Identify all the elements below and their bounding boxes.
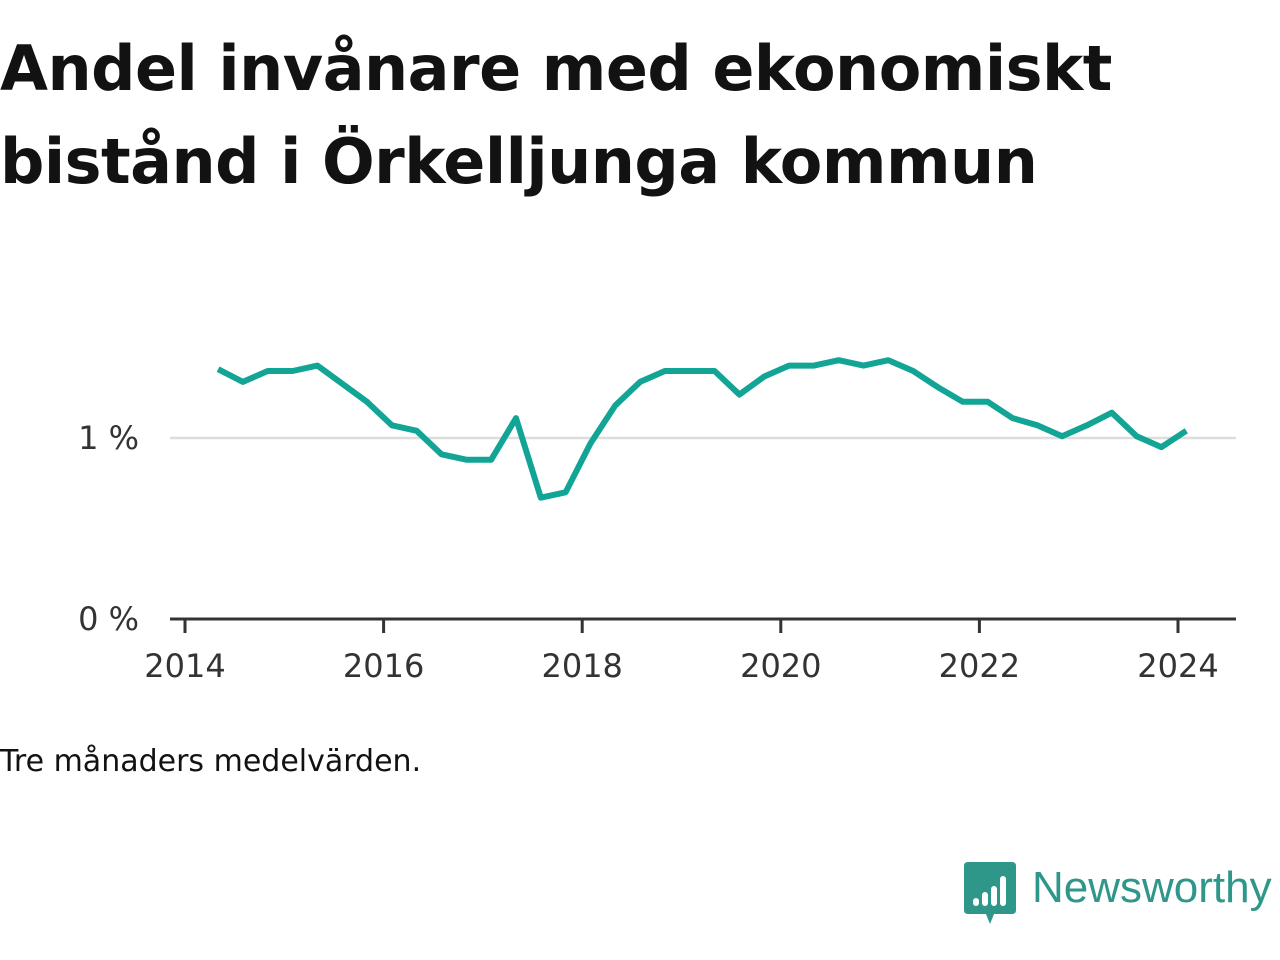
newsworthy-logo[interactable]: Newsworthy <box>964 862 1272 926</box>
bar-chart-speech-bubble-icon <box>964 862 1016 924</box>
x-tick-label: 2014 <box>144 647 225 685</box>
chart-title: Andel invånare med ekonomiskt bistånd i … <box>0 32 1112 198</box>
y-tick-label: 1 % <box>78 419 139 457</box>
chart-note: Tre månaders medelvärden. <box>0 744 422 779</box>
x-tick-label: 2016 <box>343 647 424 685</box>
brand-name: Newsworthy <box>1032 863 1272 912</box>
x-tick-label: 2020 <box>740 647 821 685</box>
y-axis-labels: 0 % 1 % <box>78 419 139 638</box>
series-group <box>216 357 1188 501</box>
x-tick-label: 2018 <box>541 647 622 685</box>
x-axis: 2014 2016 2018 2020 2022 2024 <box>144 617 1236 685</box>
series-line-0 <box>216 357 1188 501</box>
x-tick-label: 2024 <box>1137 647 1218 685</box>
x-tick-label: 2022 <box>939 647 1020 685</box>
y-tick-label: 0 % <box>78 600 139 638</box>
